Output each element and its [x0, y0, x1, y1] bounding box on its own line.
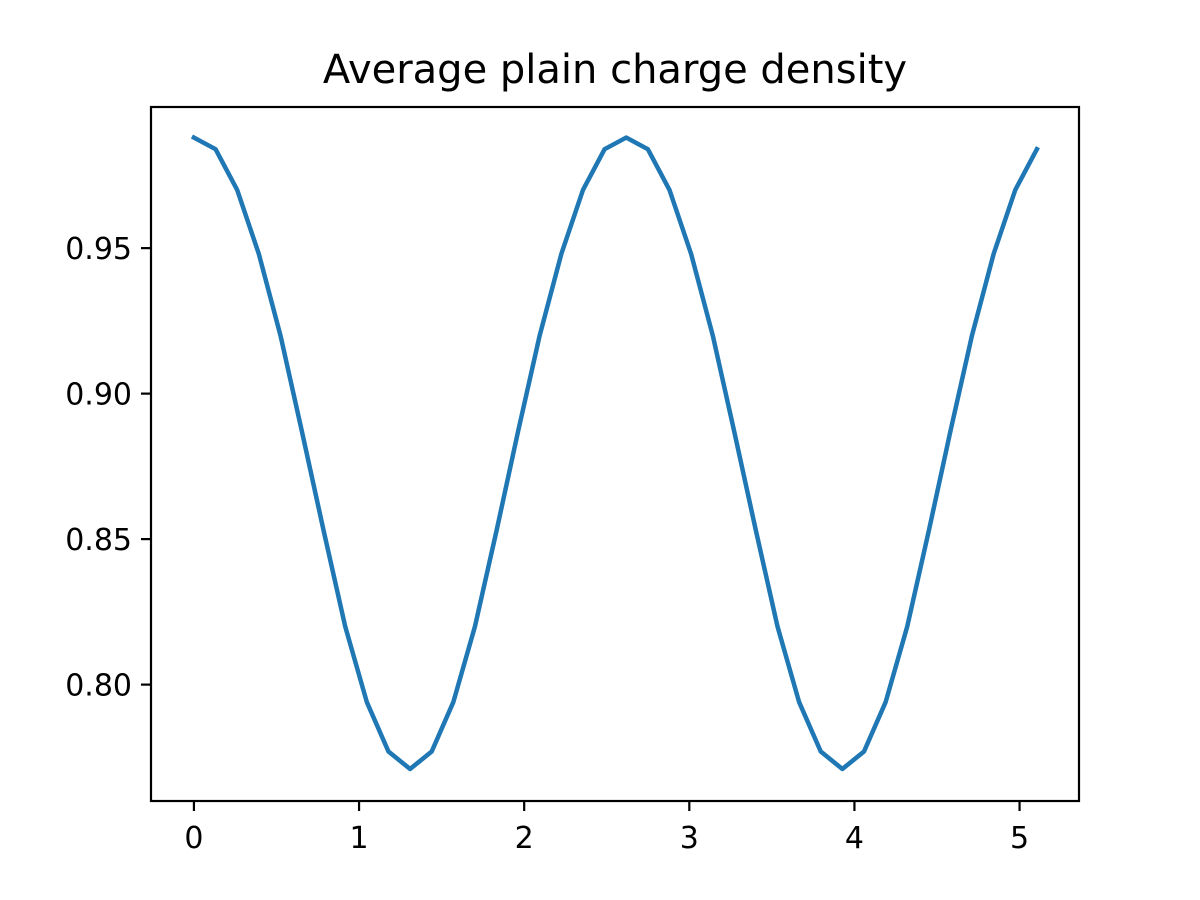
x-tick-label: 5 [1010, 821, 1029, 856]
chart-title: Average plain charge density [323, 47, 907, 93]
series-line-0 [190, 134, 1040, 772]
y-tick-label: 0.85 [65, 523, 132, 558]
x-tick-label: 3 [680, 821, 699, 856]
y-axis: 0.80 0.85 0.90 0.95 [65, 232, 151, 704]
x-axis: 0 1 2 3 4 5 [184, 801, 1029, 856]
x-tick-label: 1 [350, 821, 369, 856]
y-tick-label: 0.90 [65, 378, 132, 413]
plot-area [190, 134, 1040, 772]
y-tick-label: 0.80 [65, 669, 132, 704]
x-tick-label: 2 [515, 821, 534, 856]
y-tick-label: 0.95 [65, 232, 132, 267]
x-tick-label: 0 [184, 821, 203, 856]
x-tick-label: 4 [845, 821, 864, 856]
axes-frame [149, 105, 1081, 803]
